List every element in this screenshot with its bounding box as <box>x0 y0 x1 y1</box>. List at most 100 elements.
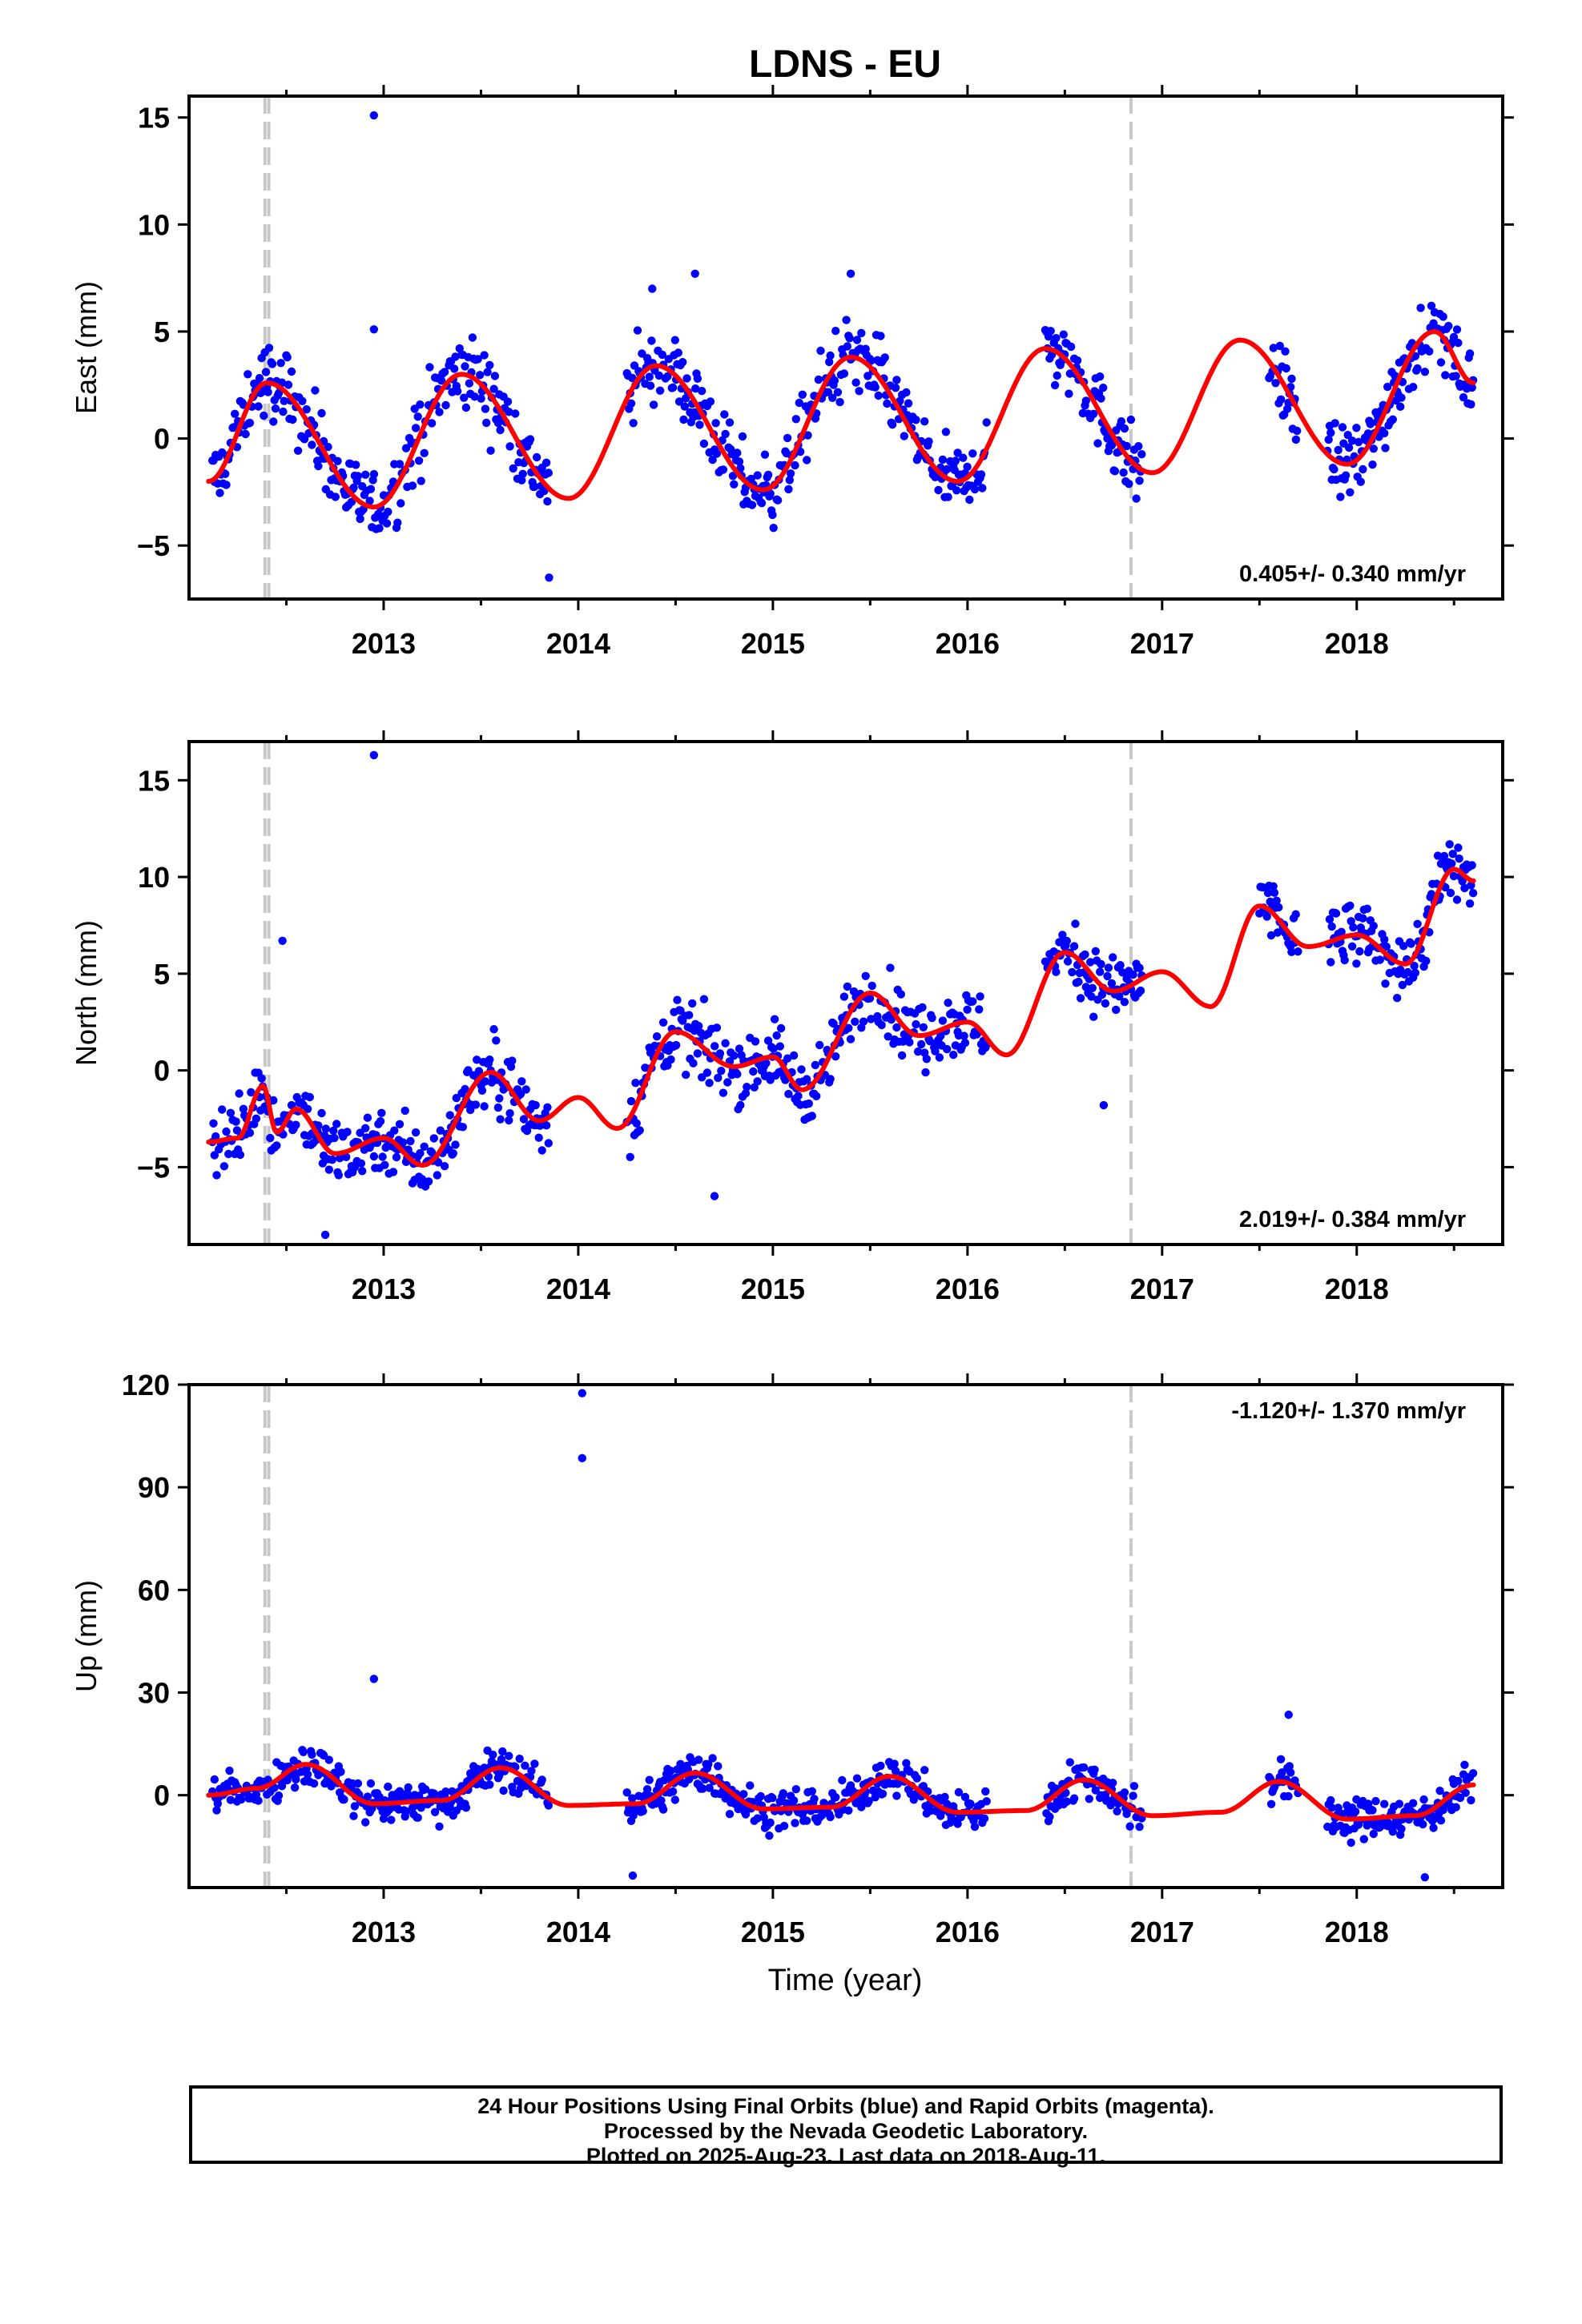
east-frame <box>187 94 1504 601</box>
data-point <box>1467 400 1475 409</box>
data-point <box>1285 1762 1294 1771</box>
data-point <box>768 510 777 520</box>
data-point <box>453 387 462 396</box>
y-tick-label: 10 <box>138 208 170 241</box>
data-point <box>1263 888 1273 898</box>
data-point <box>505 408 513 416</box>
data-point <box>812 1092 821 1101</box>
data-point <box>749 1067 758 1076</box>
data-point <box>913 1047 923 1056</box>
data-point <box>489 384 498 393</box>
data-point <box>1287 947 1296 956</box>
data-point <box>1324 435 1333 444</box>
outlier-point <box>710 1192 719 1200</box>
x-tick-label: 2017 <box>1130 627 1194 660</box>
north-y-label: North (mm) <box>70 920 103 1066</box>
data-point <box>416 1148 425 1158</box>
data-point <box>668 383 678 392</box>
data-point <box>1458 877 1467 886</box>
data-point <box>1091 1786 1101 1795</box>
data-point <box>1069 942 1079 951</box>
data-point <box>892 376 901 384</box>
data-point <box>720 410 729 419</box>
data-point <box>1079 1763 1089 1772</box>
data-point <box>943 464 952 474</box>
data-point <box>1388 415 1398 424</box>
data-point <box>1369 444 1379 453</box>
data-point <box>369 1152 379 1161</box>
data-point <box>1286 1768 1295 1777</box>
data-point <box>519 1115 529 1124</box>
data-point <box>1120 998 1129 1007</box>
outlier-point <box>369 325 379 334</box>
data-point <box>379 1814 388 1823</box>
data-point <box>490 372 500 380</box>
data-point <box>505 1116 513 1125</box>
data-point <box>1395 1799 1404 1808</box>
data-point <box>517 476 526 485</box>
outlier-point <box>369 111 379 120</box>
data-point <box>1375 955 1385 964</box>
up-x-axis: 2013 2014 2015 2016 2017 2018 <box>284 1373 1455 1948</box>
data-point <box>712 1023 722 1032</box>
up-velocity-label: -1.120+/- 1.370 mm/yr <box>1231 1398 1466 1424</box>
data-point <box>1359 464 1367 474</box>
data-point <box>628 1794 637 1803</box>
data-point <box>1459 393 1468 402</box>
outlier-point <box>320 1230 330 1240</box>
data-point <box>440 368 449 376</box>
north-frame <box>187 740 1504 1246</box>
data-point <box>303 1770 312 1779</box>
data-point <box>714 1762 723 1771</box>
data-point <box>342 1152 351 1162</box>
data-point <box>839 992 849 1001</box>
data-point <box>773 496 783 505</box>
data-point <box>1136 986 1145 995</box>
x-tick-label: 2018 <box>1325 627 1389 660</box>
data-point <box>746 1781 755 1790</box>
data-point <box>772 1031 781 1040</box>
data-point <box>485 1055 494 1064</box>
data-point <box>887 1015 896 1024</box>
data-point <box>1467 383 1476 392</box>
data-point <box>693 374 702 383</box>
data-point <box>1046 327 1055 336</box>
y-tick-label: 0 <box>154 423 170 456</box>
data-point <box>239 1104 248 1113</box>
data-point <box>329 1126 338 1136</box>
data-point <box>1369 922 1379 931</box>
data-point <box>890 1759 899 1768</box>
data-point <box>1269 882 1278 891</box>
data-point <box>769 1044 778 1053</box>
data-point <box>366 485 376 493</box>
data-point <box>766 1818 775 1827</box>
data-point <box>699 439 709 448</box>
outlier-point <box>846 269 855 279</box>
data-point <box>473 355 482 364</box>
data-point <box>857 328 866 338</box>
data-point <box>427 419 437 428</box>
data-point <box>698 1073 706 1082</box>
data-point <box>1460 1760 1469 1769</box>
data-point <box>436 1126 445 1135</box>
data-point <box>768 1794 777 1803</box>
data-point <box>543 1103 552 1112</box>
data-point <box>212 1171 221 1180</box>
data-point <box>495 1094 504 1103</box>
data-point <box>638 1807 647 1815</box>
data-point <box>1112 1005 1121 1015</box>
y-tick-label: 15 <box>138 764 170 797</box>
data-point <box>1416 304 1425 312</box>
data-point <box>303 1104 312 1114</box>
data-point <box>302 405 311 414</box>
data-point <box>401 444 411 452</box>
footer-line-2: Processed by the Nevada Geodetic Laborat… <box>603 2119 1089 2143</box>
data-point <box>1090 1765 1099 1774</box>
data-point <box>891 384 900 392</box>
data-point <box>867 981 876 991</box>
y-tick-label: 30 <box>138 1676 170 1709</box>
data-point <box>508 1056 517 1065</box>
data-point <box>1076 994 1085 1003</box>
outlier-point <box>1420 1872 1430 1882</box>
data-point <box>897 1051 907 1060</box>
